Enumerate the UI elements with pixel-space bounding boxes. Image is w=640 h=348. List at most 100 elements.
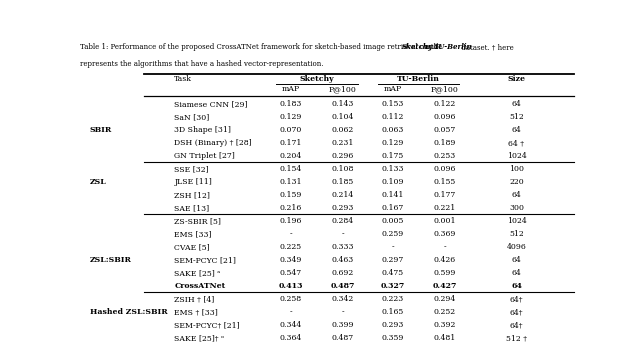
Text: 4096: 4096 bbox=[507, 243, 526, 251]
Text: SSE [32]: SSE [32] bbox=[174, 165, 209, 173]
Text: 0.109: 0.109 bbox=[381, 178, 404, 186]
Text: 220: 220 bbox=[509, 178, 524, 186]
Text: 0.297: 0.297 bbox=[381, 256, 404, 264]
Text: 0.487: 0.487 bbox=[331, 282, 355, 290]
Text: 100: 100 bbox=[509, 165, 524, 173]
Text: SAKE [25] ᵃ: SAKE [25] ᵃ bbox=[174, 269, 221, 277]
Text: TU-Berlin: TU-Berlin bbox=[397, 75, 440, 83]
Text: 0.547: 0.547 bbox=[280, 269, 302, 277]
Text: SaN [30]: SaN [30] bbox=[174, 113, 209, 121]
Text: -: - bbox=[391, 243, 394, 251]
Text: 64†: 64† bbox=[509, 308, 524, 316]
Text: 64: 64 bbox=[511, 269, 522, 277]
Text: 0.005: 0.005 bbox=[381, 217, 404, 225]
Text: dataset. † here: dataset. † here bbox=[459, 43, 514, 51]
Text: 0.294: 0.294 bbox=[433, 295, 456, 303]
Text: 0.096: 0.096 bbox=[433, 165, 456, 173]
Text: 0.316: 0.316 bbox=[380, 347, 404, 348]
Text: 0.259: 0.259 bbox=[381, 230, 404, 238]
Text: Hashed ZSL:SBIR: Hashed ZSL:SBIR bbox=[90, 308, 168, 316]
Text: 0.284: 0.284 bbox=[332, 217, 354, 225]
Text: GN Triplet [27]: GN Triplet [27] bbox=[174, 152, 235, 160]
Text: 0.344: 0.344 bbox=[280, 321, 302, 329]
Text: 64†: 64† bbox=[509, 295, 524, 303]
Text: 0.216: 0.216 bbox=[280, 204, 302, 212]
Text: 0.165: 0.165 bbox=[381, 308, 404, 316]
Text: 0.221: 0.221 bbox=[433, 204, 456, 212]
Text: mAP: mAP bbox=[282, 85, 300, 93]
Text: Siamese CNN [29]: Siamese CNN [29] bbox=[174, 100, 248, 108]
Text: P@100: P@100 bbox=[329, 85, 357, 93]
Text: 0.204: 0.204 bbox=[280, 152, 302, 160]
Text: 0.175: 0.175 bbox=[381, 152, 404, 160]
Text: 64: 64 bbox=[511, 126, 522, 134]
Text: 0.365: 0.365 bbox=[278, 347, 303, 348]
Text: JLSE [11]: JLSE [11] bbox=[174, 178, 212, 186]
Text: 0.223: 0.223 bbox=[381, 295, 404, 303]
Text: 0.475: 0.475 bbox=[381, 269, 404, 277]
Text: 0.349: 0.349 bbox=[280, 256, 302, 264]
Text: CrossATNet †: CrossATNet † bbox=[174, 347, 232, 348]
Text: SAE [13]: SAE [13] bbox=[174, 204, 209, 212]
Text: 0.296: 0.296 bbox=[332, 152, 354, 160]
Text: 0.427: 0.427 bbox=[433, 282, 457, 290]
Text: 0.426: 0.426 bbox=[433, 256, 456, 264]
Text: Task: Task bbox=[174, 75, 192, 83]
Text: 0.411: 0.411 bbox=[331, 347, 355, 348]
Text: 0.413: 0.413 bbox=[278, 282, 303, 290]
Text: 0.063: 0.063 bbox=[381, 126, 404, 134]
Text: 0.112: 0.112 bbox=[381, 113, 404, 121]
Text: 0.129: 0.129 bbox=[381, 139, 404, 147]
Text: 0.293: 0.293 bbox=[381, 321, 404, 329]
Text: Table 1: Performance of the proposed CrossATNet framework for sketch-based image: Table 1: Performance of the proposed Cro… bbox=[80, 43, 445, 51]
Text: 0.062: 0.062 bbox=[332, 126, 354, 134]
Text: ZSIH † [4]: ZSIH † [4] bbox=[174, 295, 214, 303]
Text: 0.189: 0.189 bbox=[433, 139, 456, 147]
Text: 0.143: 0.143 bbox=[332, 100, 354, 108]
Text: -: - bbox=[289, 308, 292, 316]
Text: 64: 64 bbox=[511, 191, 522, 199]
Text: SAKE [25]† ᵒ: SAKE [25]† ᵒ bbox=[174, 334, 224, 342]
Text: 64 †: 64 † bbox=[509, 139, 525, 147]
Text: 64†: 64† bbox=[509, 347, 524, 348]
Text: SBIR: SBIR bbox=[90, 126, 112, 134]
Text: 0.364: 0.364 bbox=[280, 334, 302, 342]
Text: 0.141: 0.141 bbox=[381, 191, 404, 199]
Text: 0.253: 0.253 bbox=[433, 152, 456, 160]
Text: 0.131: 0.131 bbox=[280, 178, 302, 186]
Text: 512: 512 bbox=[509, 230, 524, 238]
Text: 64†: 64† bbox=[509, 321, 524, 329]
Text: 0.133: 0.133 bbox=[381, 165, 404, 173]
Text: CVAE [5]: CVAE [5] bbox=[174, 243, 210, 251]
Text: SEM-PCYC [21]: SEM-PCYC [21] bbox=[174, 256, 236, 264]
Text: Sketchy: Sketchy bbox=[401, 43, 433, 51]
Text: 0.171: 0.171 bbox=[280, 139, 302, 147]
Text: ZSL: ZSL bbox=[90, 178, 107, 186]
Text: DSH (Binary) † [28]: DSH (Binary) † [28] bbox=[174, 139, 252, 147]
Text: 300: 300 bbox=[509, 204, 524, 212]
Text: represents the algorithms that have a hashed vector-representation.: represents the algorithms that have a ha… bbox=[80, 60, 323, 68]
Text: 0.196: 0.196 bbox=[280, 217, 302, 225]
Text: 0.692: 0.692 bbox=[332, 269, 354, 277]
Text: 0.293: 0.293 bbox=[332, 204, 354, 212]
Text: TU-Berlin: TU-Berlin bbox=[434, 43, 473, 51]
Text: 0.183: 0.183 bbox=[280, 100, 302, 108]
Text: 0.342: 0.342 bbox=[332, 295, 354, 303]
Text: 0.154: 0.154 bbox=[280, 165, 302, 173]
Text: 0.225: 0.225 bbox=[280, 243, 302, 251]
Text: 0.167: 0.167 bbox=[381, 204, 404, 212]
Text: ZS-SBIR [5]: ZS-SBIR [5] bbox=[174, 217, 221, 225]
Text: 0.001: 0.001 bbox=[433, 217, 456, 225]
Text: 512 †: 512 † bbox=[506, 334, 527, 342]
Text: P@100: P@100 bbox=[431, 85, 458, 93]
Text: 0.057: 0.057 bbox=[433, 126, 456, 134]
Text: 0.108: 0.108 bbox=[332, 165, 354, 173]
Text: 0.129: 0.129 bbox=[280, 113, 302, 121]
Text: 0.399: 0.399 bbox=[332, 321, 354, 329]
Text: 0.258: 0.258 bbox=[280, 295, 302, 303]
Text: 0.392: 0.392 bbox=[433, 321, 456, 329]
Text: 0.122: 0.122 bbox=[433, 100, 456, 108]
Text: 64: 64 bbox=[511, 282, 522, 290]
Text: 0.481: 0.481 bbox=[433, 334, 456, 342]
Text: -: - bbox=[342, 230, 344, 238]
